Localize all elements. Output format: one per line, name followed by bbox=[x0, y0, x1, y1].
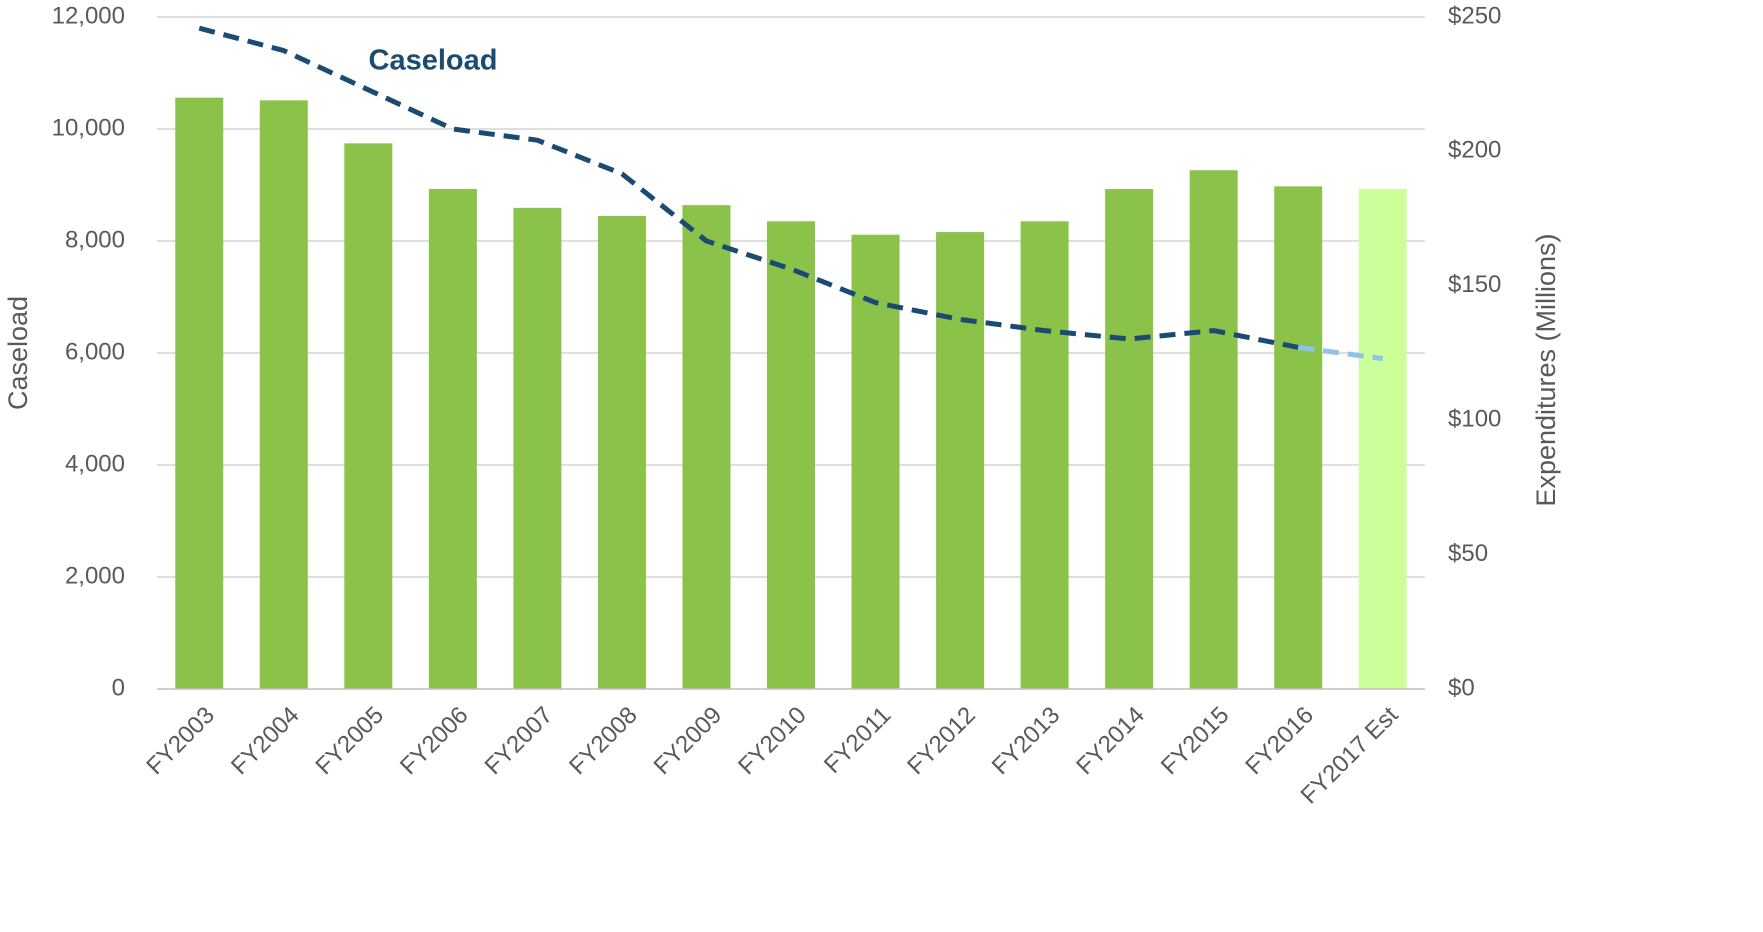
bar bbox=[1020, 221, 1069, 689]
bar bbox=[851, 234, 900, 689]
x-tick-label: FY2008 bbox=[564, 702, 643, 781]
y2-tick-label: $0 bbox=[1448, 674, 1475, 701]
y2-axis-title: Expenditures (Millions) bbox=[1531, 233, 1561, 506]
x-tick-label: FY2006 bbox=[395, 702, 474, 781]
x-tick-label: FY2013 bbox=[987, 702, 1066, 781]
bar bbox=[767, 221, 815, 689]
y-tick-label: 12,000 bbox=[52, 2, 125, 29]
y2-tick-label: $250 bbox=[1448, 2, 1501, 29]
bar bbox=[175, 97, 224, 689]
line-annotation: Caseload bbox=[369, 45, 498, 77]
bar bbox=[597, 215, 646, 690]
x-tick-label: FY2010 bbox=[733, 702, 812, 781]
y-axis-title: Caseload bbox=[3, 296, 33, 410]
bar bbox=[513, 207, 562, 689]
bar bbox=[936, 232, 985, 690]
bar bbox=[1189, 170, 1238, 689]
x-tick-label: FY2012 bbox=[902, 702, 981, 781]
y-tick-label: 4,000 bbox=[65, 450, 125, 477]
bar bbox=[1358, 189, 1407, 690]
x-tick-label: FY2016 bbox=[1240, 702, 1319, 781]
line-estimate bbox=[1297, 344, 1384, 362]
x-tick-label: FY2015 bbox=[1156, 702, 1235, 781]
y2-tick-label: $150 bbox=[1448, 271, 1501, 298]
y-tick-label: 6,000 bbox=[65, 338, 125, 365]
x-tick-label: FY2005 bbox=[311, 702, 390, 781]
y2-tick-label: $100 bbox=[1448, 406, 1501, 433]
bar bbox=[682, 205, 731, 689]
y-tick-label: 8,000 bbox=[65, 226, 125, 253]
x-tick-label: FY2007 bbox=[480, 702, 559, 781]
bar bbox=[344, 143, 393, 689]
x-tick-label: FY2014 bbox=[1071, 702, 1150, 781]
x-tick-label: FY2004 bbox=[226, 702, 305, 781]
bar bbox=[259, 100, 308, 689]
x-tick-label: FY2009 bbox=[649, 702, 728, 781]
bar bbox=[1274, 186, 1323, 689]
y-tick-label: 10,000 bbox=[52, 114, 125, 141]
line bbox=[198, 25, 1299, 350]
y2-tick-label: $200 bbox=[1448, 137, 1501, 164]
x-tick-label: FY2003 bbox=[141, 702, 220, 781]
bar bbox=[1105, 189, 1154, 690]
y-tick-label: 2,000 bbox=[65, 562, 125, 589]
y2-tick-label: $50 bbox=[1448, 540, 1488, 567]
x-tick-label: FY2011 bbox=[819, 702, 896, 779]
y-tick-label: 0 bbox=[112, 674, 125, 701]
bar bbox=[428, 189, 477, 690]
